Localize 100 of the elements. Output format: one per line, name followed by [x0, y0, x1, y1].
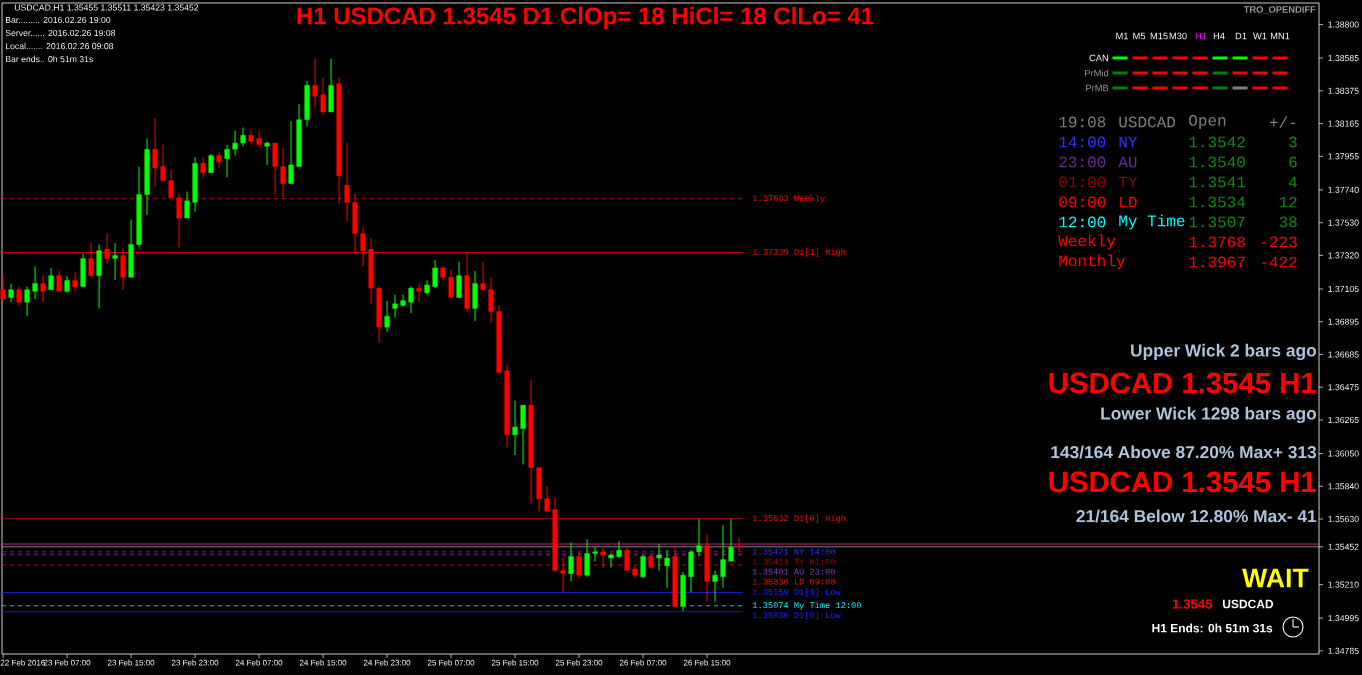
annotation: Local....... 2016.02.26 09:08: [5, 42, 114, 50]
x-tick-label: 25 Feb 23:00: [555, 659, 603, 666]
candlestick: [216, 151, 222, 169]
y-tick-label: 1.38165: [1328, 120, 1359, 127]
y-tick-label: 1.38585: [1328, 55, 1359, 62]
candlestick: [584, 538, 590, 578]
y-tick-label: 1.36895: [1328, 318, 1359, 325]
annotation: Bar ends.. 0h 51m 31s: [5, 55, 93, 63]
candlestick: [272, 142, 278, 196]
annotation: 09:00: [1059, 196, 1106, 208]
annotation: Monthly: [1059, 254, 1125, 270]
annotation: PrMid: [1085, 69, 1109, 77]
annotation: 1.3534: [1189, 196, 1246, 208]
candlestick: [616, 540, 622, 559]
x-tick-label: 26 Feb 15:00: [683, 659, 731, 666]
candlestick: [480, 261, 486, 292]
annotation: 19:08: [1059, 116, 1106, 128]
annotation: 1.3967: [1189, 256, 1245, 268]
annotation: 1.3507: [1189, 216, 1245, 228]
candlestick: [728, 518, 734, 562]
ref-line-label: 1.35074 My Time 12:00: [752, 601, 861, 610]
ref-line-label: 1.35632 D1[0] High: [752, 514, 846, 523]
candlestick: [520, 404, 526, 465]
annotation: +/-: [1269, 116, 1296, 128]
annotation: 23:00: [1059, 156, 1106, 168]
annotation: LD: [1120, 196, 1137, 208]
annotation: H4: [1213, 32, 1225, 40]
candlestick: [432, 259, 438, 289]
x-tick-label: 24 Feb 23:00: [363, 659, 411, 666]
annotation: 38: [1279, 216, 1297, 228]
annotation: TRO_OPENDIFF: [1243, 6, 1316, 14]
annotation: 6: [1289, 156, 1297, 168]
annotation: Server...... 2016.02.26 19:08: [5, 29, 116, 37]
annotation: -223: [1261, 236, 1297, 248]
y-tick-label: 1.37320: [1328, 252, 1359, 259]
candlestick: [664, 549, 670, 589]
annotation: My Time: [1119, 214, 1185, 230]
ref-line-label: 1.37339 D1[1] High: [752, 248, 846, 257]
annotation: Open: [1189, 114, 1226, 130]
annotation: AU: [1118, 156, 1137, 168]
annotation: 21/164 Below 12.80% Max- 41: [1076, 509, 1317, 523]
candlestick: [72, 272, 78, 292]
annotation: 14:00: [1059, 136, 1106, 148]
candlestick: [488, 276, 494, 323]
annotation: 1.3541: [1189, 176, 1246, 188]
annotation: 12: [1279, 196, 1297, 208]
y-tick-label: 1.36265: [1328, 416, 1359, 424]
annotation: M30: [1169, 32, 1187, 40]
candlestick: [40, 275, 46, 303]
candlestick: [712, 570, 718, 603]
candlestick: [256, 130, 262, 147]
annotation: USDCAD: [1119, 116, 1176, 128]
y-tick-label: 1.38800: [1328, 21, 1359, 28]
x-tick-label: 23 Feb 15:00: [107, 659, 155, 666]
annotation: 3: [1289, 136, 1297, 148]
candlestick: [656, 543, 662, 572]
y-tick-label: 1.37530: [1328, 219, 1359, 226]
candlestick: [208, 153, 214, 174]
candlestick: [288, 120, 294, 185]
y-tick-label: 1.37955: [1328, 153, 1359, 160]
annotation: 12:00: [1059, 216, 1106, 228]
candlestick: [384, 300, 390, 333]
annotation: H1 Ends: 0h 51m 31s: [1152, 623, 1273, 633]
annotation: WAIT: [1242, 568, 1309, 588]
candlestick: [24, 286, 30, 317]
annotation: 1.3768: [1189, 236, 1245, 248]
candlestick: [320, 77, 326, 116]
x-tick-label: 24 Feb 07:00: [235, 659, 283, 666]
candlestick: [184, 190, 190, 219]
candlestick: [544, 485, 550, 514]
candlestick: [32, 265, 38, 300]
annotation: Bar......... 2016.02.26 19:00: [5, 16, 111, 24]
x-tick-label: 23 Feb 23:00: [171, 659, 219, 666]
annotation: -422: [1261, 256, 1297, 268]
ref-line-label: 1.35411 TY 01:00: [752, 558, 835, 565]
annotation: USDCAD 1.3545 H1: [1049, 471, 1316, 493]
annotation: 1.3545: [1172, 599, 1213, 609]
y-tick-label: 1.38375: [1328, 87, 1359, 94]
annotation: USDCAD,H1 1.35455 1.35511 1.35423 1.35452: [14, 4, 199, 12]
candlestick: [16, 286, 22, 306]
candlestick: [312, 58, 318, 108]
x-tick-label: 25 Feb 07:00: [427, 659, 475, 666]
candlestick: [112, 242, 118, 281]
chart-title: H1 USDCAD 1.3545 D1 ClOp= 18 HiCl= 18 ClLo= 41: [297, 6, 874, 30]
candlestick: [232, 130, 238, 157]
candlestick: [696, 518, 702, 557]
annotation: W1: [1253, 32, 1267, 40]
y-tick-label: 1.37105: [1328, 285, 1359, 293]
y-tick-label: 1.37740: [1328, 186, 1359, 193]
candlestick: [400, 293, 406, 308]
annotation: M1: [1116, 32, 1129, 40]
y-tick-label: 1.35630: [1328, 516, 1359, 523]
annotation: M5: [1133, 32, 1146, 40]
y-tick-label: 1.36475: [1328, 384, 1359, 391]
candlestick: [568, 541, 574, 582]
ref-line-label: 1.35421 NY 14:00: [752, 548, 835, 555]
annotation: 143/164 Above 87.20% Max+ 313: [1051, 445, 1317, 459]
candlestick: [736, 537, 742, 552]
annotation: D1: [1235, 32, 1247, 40]
x-tick-label: 25 Feb 15:00: [491, 659, 539, 666]
